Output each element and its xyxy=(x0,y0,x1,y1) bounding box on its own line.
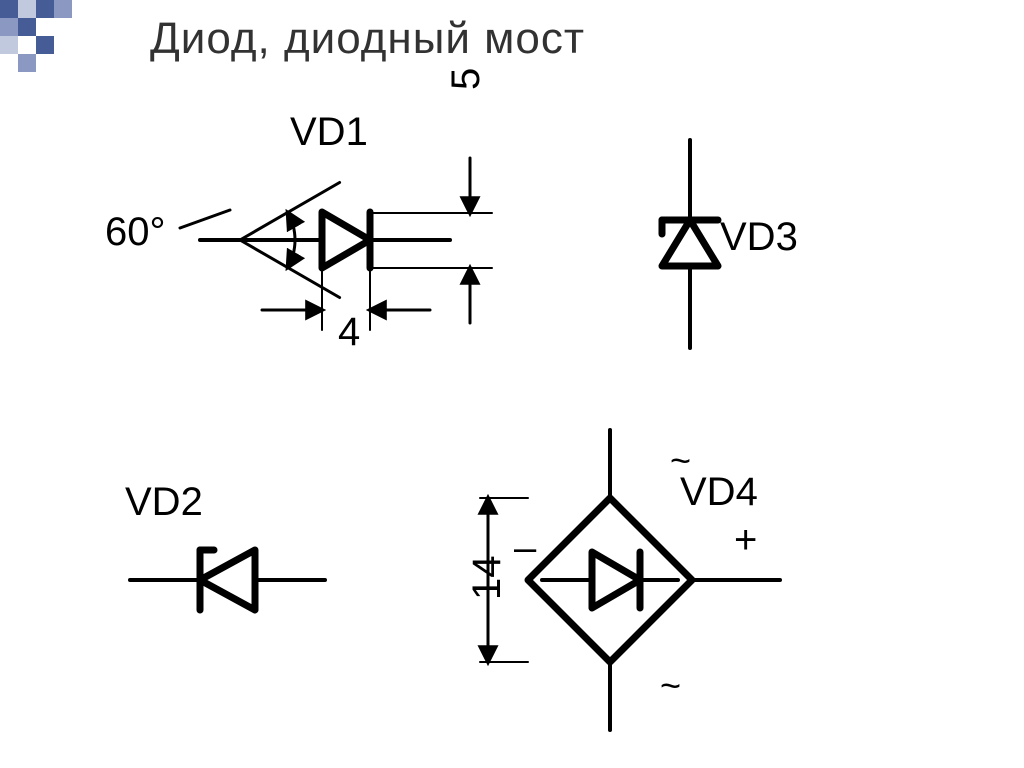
vd4-dim14: 14 xyxy=(465,556,510,601)
vd4-label: VD4 xyxy=(680,470,758,515)
vd1-dim4: 4 xyxy=(338,310,360,355)
vd4-ac-bottom: ~ xyxy=(660,665,681,707)
vd1-dim5: 5 xyxy=(444,68,489,90)
vd4-plus: + xyxy=(734,518,757,563)
vd4-minus: – xyxy=(514,526,536,571)
vd3-label: VD3 xyxy=(720,215,798,260)
decorative-squares xyxy=(0,0,90,90)
vd4-ac-top: ~ xyxy=(670,440,691,482)
diagram-area: VD1 60° 5 4 VD3 VD2 VD4 14 ~ ~ + – xyxy=(70,100,950,700)
vd1-label: VD1 xyxy=(290,110,368,155)
vd1-angle-label: 60° xyxy=(105,210,166,255)
slide-title: Диод, диодный мост xyxy=(150,14,585,64)
vd2-label: VD2 xyxy=(125,480,203,525)
schematic-svg xyxy=(70,100,950,740)
